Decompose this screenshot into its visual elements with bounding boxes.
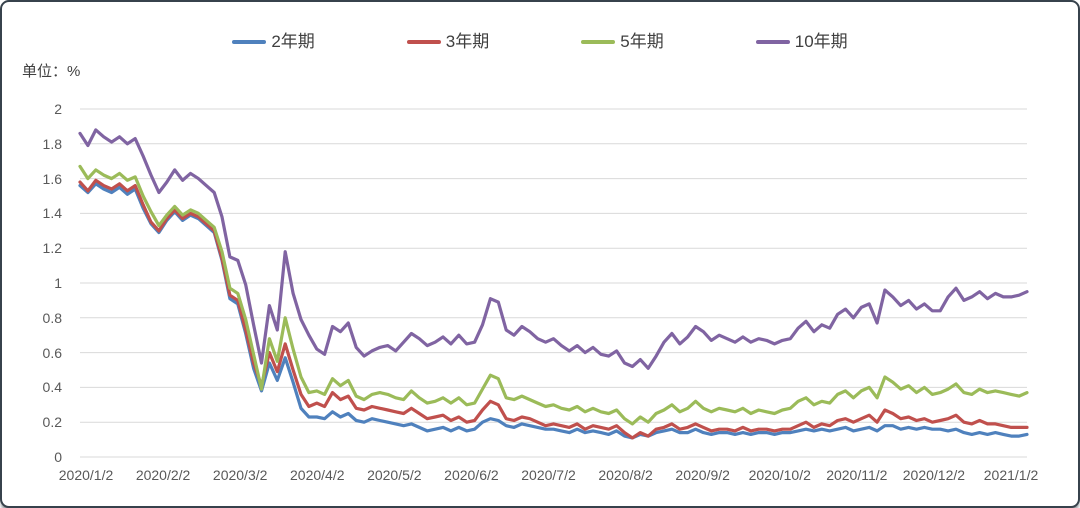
x-tick-label: 2020/1/2 [58, 467, 114, 483]
y-tick-label: 1 [54, 275, 62, 291]
legend-label-3y: 3年期 [445, 32, 490, 51]
plot-svg [78, 109, 1029, 457]
y-tick-label: 2 [54, 101, 62, 117]
x-tick-label: 2020/3/2 [212, 467, 268, 483]
y-tick-label: 1.6 [42, 170, 62, 187]
legend-marker-5y-icon [581, 40, 616, 44]
series-line-5年期 [78, 164, 1029, 426]
y-tick-label: 1.8 [42, 135, 62, 152]
x-tick-label: 2020/10/2 [748, 467, 811, 483]
legend-marker-3y-icon [406, 40, 441, 44]
x-tick-label: 2020/11/2 [826, 467, 888, 483]
x-tick-label: 2020/9/2 [675, 467, 730, 483]
legend-label-10y: 10年期 [794, 32, 848, 51]
y-tick-label: 0.2 [42, 414, 62, 431]
x-tick-label: 2020/12/2 [902, 467, 966, 483]
unit-label: 单位：% [22, 63, 81, 80]
x-tick-label: 2020/7/2 [521, 467, 576, 483]
y-tick-label: 0.6 [42, 344, 62, 361]
y-tick-label: 1.4 [42, 205, 62, 222]
legend-label-5y: 5年期 [620, 32, 664, 51]
legend-item-10y[interactable]: 10年期 [755, 32, 848, 52]
x-tick-label: 2021/1/2 [983, 467, 1039, 483]
legend-marker-10y-icon [755, 40, 790, 44]
series-line-10年期 [78, 128, 1029, 370]
x-tick-label: 2020/4/2 [290, 467, 345, 483]
legend-marker-2y-icon [232, 40, 267, 44]
y-tick-label: 0 [54, 449, 62, 465]
legend-item-3y[interactable]: 3年期 [406, 32, 490, 52]
y-tick-label: 0.4 [42, 379, 62, 396]
legend-item-5y[interactable]: 5年期 [581, 32, 664, 52]
x-tick-label: 2020/8/2 [598, 467, 653, 483]
x-tick-label: 2020/5/2 [367, 467, 422, 483]
y-tick-label: 1.2 [42, 240, 62, 257]
chart-legend: 2年期 3年期 5年期 10年期 [2, 32, 1078, 52]
legend-label-2y: 2年期 [271, 32, 315, 51]
series-line-3年期 [78, 178, 1029, 440]
x-tick-label: 2020/6/2 [444, 467, 499, 483]
legend-item-2y[interactable]: 2年期 [232, 32, 315, 52]
y-tick-label: 0.8 [42, 309, 62, 326]
x-tick-label: 2020/2/2 [135, 467, 191, 483]
